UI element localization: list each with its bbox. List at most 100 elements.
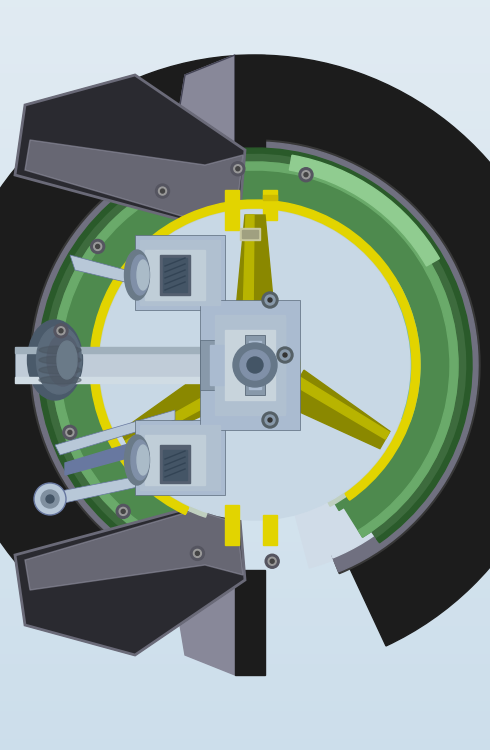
Bar [0, 224, 490, 234]
Bar [0, 383, 490, 394]
Bar [0, 412, 490, 422]
Bar [245, 335, 265, 395]
Bar [160, 445, 190, 483]
Bar [0, 74, 490, 85]
Bar [0, 702, 490, 712]
Circle shape [277, 347, 293, 363]
Polygon shape [175, 135, 233, 163]
Bar [0, 168, 490, 178]
Bar [0, 730, 490, 740]
Circle shape [191, 547, 204, 560]
Bar [0, 721, 490, 731]
Bar [0, 637, 490, 646]
Bar [0, 346, 490, 356]
Circle shape [121, 509, 125, 514]
Ellipse shape [137, 445, 149, 475]
Polygon shape [15, 75, 245, 225]
Ellipse shape [47, 334, 79, 386]
Wedge shape [87, 197, 423, 523]
Bar [0, 364, 490, 375]
Circle shape [59, 328, 63, 333]
Ellipse shape [27, 320, 82, 400]
Circle shape [268, 298, 272, 302]
Bar [0, 196, 490, 206]
Bar [0, 533, 490, 544]
Circle shape [96, 244, 99, 248]
Circle shape [161, 189, 165, 193]
Bar [0, 271, 490, 281]
Bar [0, 64, 490, 75]
Bar [0, 440, 490, 450]
Bar [0, 177, 490, 188]
Circle shape [240, 350, 270, 380]
Circle shape [247, 357, 263, 373]
Bar [0, 543, 490, 554]
Wedge shape [90, 200, 420, 514]
Ellipse shape [39, 366, 81, 374]
Bar [0, 374, 490, 384]
Bar [220, 317, 285, 413]
Circle shape [194, 550, 201, 557]
Bar [0, 712, 490, 722]
Circle shape [158, 187, 167, 195]
Bar [15, 377, 225, 383]
Bar [225, 190, 239, 230]
Circle shape [100, 210, 410, 520]
Bar [200, 280, 220, 305]
Bar [0, 430, 490, 440]
Circle shape [220, 330, 290, 400]
Polygon shape [25, 510, 243, 590]
Bar [0, 477, 490, 488]
Circle shape [94, 242, 101, 250]
Bar [0, 590, 490, 600]
Bar [0, 740, 490, 750]
Bar [0, 674, 490, 684]
Bar [0, 683, 490, 694]
Polygon shape [70, 255, 200, 300]
Bar [0, 37, 490, 46]
Bar [0, 664, 490, 675]
Wedge shape [95, 205, 415, 518]
Circle shape [66, 428, 74, 436]
Circle shape [46, 495, 54, 503]
Bar [240, 228, 260, 240]
Bar [0, 158, 490, 169]
Bar [0, 514, 490, 525]
Polygon shape [284, 370, 390, 448]
Bar [0, 487, 490, 497]
Bar [0, 693, 490, 703]
Bar [163, 258, 187, 292]
Polygon shape [235, 55, 265, 160]
Bar [0, 580, 490, 591]
Bar [0, 243, 490, 253]
Bar [0, 646, 490, 656]
Wedge shape [30, 140, 480, 574]
Bar [0, 468, 490, 478]
Polygon shape [243, 215, 254, 320]
Bar [0, 599, 490, 609]
Bar [0, 27, 490, 38]
Polygon shape [55, 410, 175, 455]
Circle shape [155, 184, 170, 198]
Circle shape [265, 415, 275, 425]
Bar [263, 515, 277, 545]
Bar [0, 299, 490, 309]
Bar [140, 240, 220, 305]
Circle shape [268, 557, 276, 566]
Circle shape [236, 166, 240, 171]
Ellipse shape [124, 250, 149, 300]
Bar [225, 505, 239, 545]
Bar [0, 83, 490, 94]
Bar [0, 18, 490, 28]
Wedge shape [91, 201, 419, 514]
Bar [0, 402, 490, 412]
Bar [0, 93, 490, 104]
Bar [0, 608, 490, 619]
Polygon shape [15, 505, 245, 655]
Bar [0, 318, 490, 328]
Bar [263, 190, 277, 220]
Bar [0, 449, 490, 459]
Wedge shape [45, 155, 465, 568]
Circle shape [196, 551, 199, 556]
Ellipse shape [57, 341, 77, 379]
